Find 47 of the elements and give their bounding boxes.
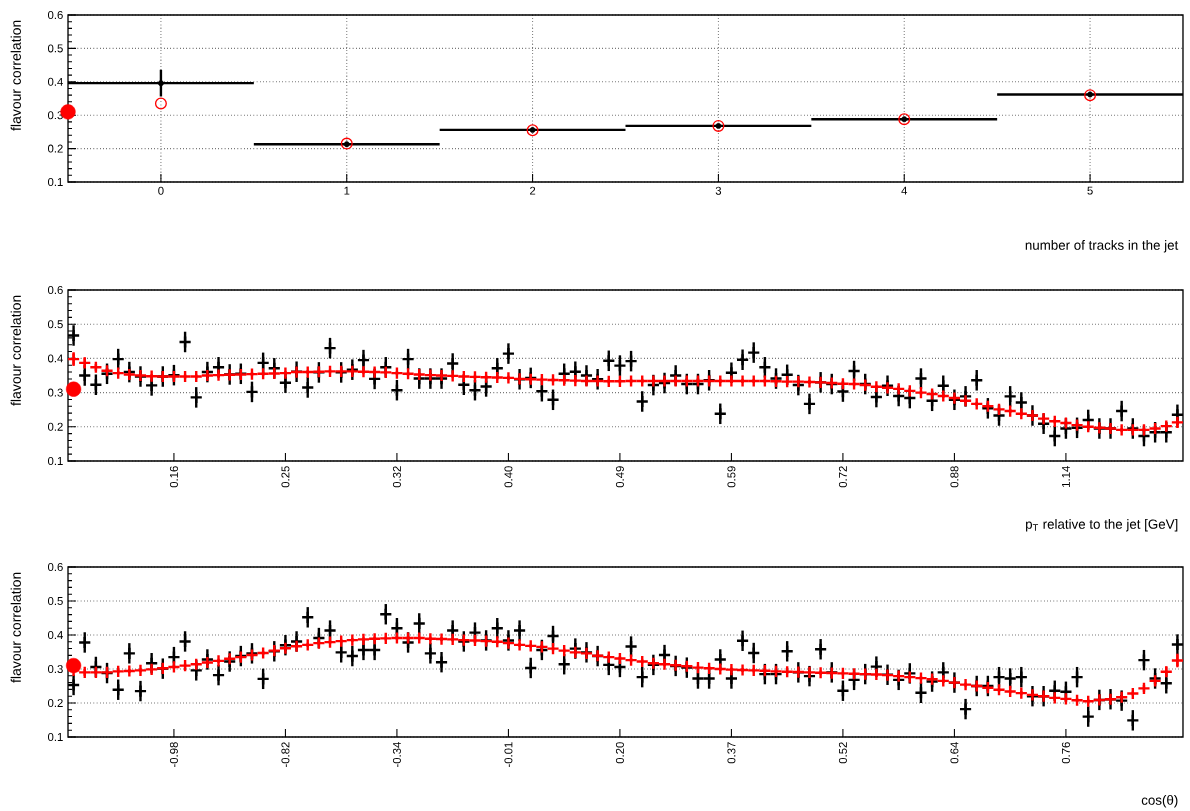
- x-tick-label: 0.20: [615, 742, 624, 764]
- y-tick-label: 0.1: [47, 177, 63, 186]
- x-tick-label: -0.01: [504, 742, 513, 768]
- y-tick-label: 0.2: [47, 422, 63, 431]
- y-axis-title: flavour correlation: [10, 20, 21, 131]
- x-tick-label: 0.52: [838, 742, 847, 764]
- y-tick-label: 0.5: [47, 320, 63, 329]
- x-tick-label: 0.59: [727, 466, 736, 488]
- x-tick-label: 0: [158, 186, 164, 195]
- x-tick-label: 4: [901, 186, 908, 195]
- y-tick-label: 0.6: [47, 562, 63, 571]
- y-tick-label: 0.6: [47, 286, 63, 295]
- x-tick-label: 0.88: [950, 466, 959, 488]
- y-axis-title: flavour correlation: [10, 295, 21, 406]
- x-tick-label: 0.64: [950, 742, 959, 764]
- x-tick-label: 1.14: [1062, 466, 1070, 487]
- y-tick-label: 0.6: [47, 11, 63, 20]
- x-tick-label: 2: [530, 186, 536, 195]
- x-tick-label: 0.16: [169, 466, 178, 488]
- y-tick-label: 0.2: [47, 698, 63, 707]
- y-tick-label: 0.4: [47, 354, 63, 363]
- y-tick-label: 0.5: [47, 44, 63, 53]
- x-tick-label: 0.32: [392, 466, 401, 488]
- x-axis-title: cos(θ): [1141, 795, 1178, 808]
- x-tick-label: 5: [1087, 186, 1093, 195]
- x-tick-label: -0.98: [169, 742, 178, 768]
- y-tick-label: 0.3: [47, 388, 63, 397]
- y-tick-label: 0.4: [47, 630, 63, 639]
- x-axis-title: p$_{T}$ relative to the jet [GeV]: [1026, 519, 1178, 532]
- y-tick-label: 0.1: [47, 732, 63, 741]
- y-tick-label: 0.2: [47, 144, 63, 153]
- x-tick-label: -0.34: [392, 742, 401, 768]
- x-tick-label: 3: [715, 186, 722, 195]
- y-tick-label: 0.3: [47, 664, 63, 673]
- x-tick-label: 0.76: [1061, 742, 1070, 764]
- x-tick-label: 0.37: [727, 742, 736, 764]
- x-tick-label: 0.40: [504, 466, 513, 488]
- x-tick-label: 0.49: [615, 466, 624, 488]
- x-tick-label: 0.72: [838, 466, 847, 488]
- y-axis-title: flavour correlation: [10, 572, 21, 683]
- y-tick-label: 0.4: [47, 77, 63, 86]
- y-tick-label: 0.1: [47, 456, 63, 465]
- x-tick-label: -0.82: [281, 742, 290, 768]
- y-tick-label: 0.5: [47, 596, 63, 605]
- x-axis-title: number of tracks in the jet: [1025, 240, 1179, 253]
- x-tick-label: 0.25: [281, 466, 290, 488]
- x-tick-label: 1: [344, 186, 350, 195]
